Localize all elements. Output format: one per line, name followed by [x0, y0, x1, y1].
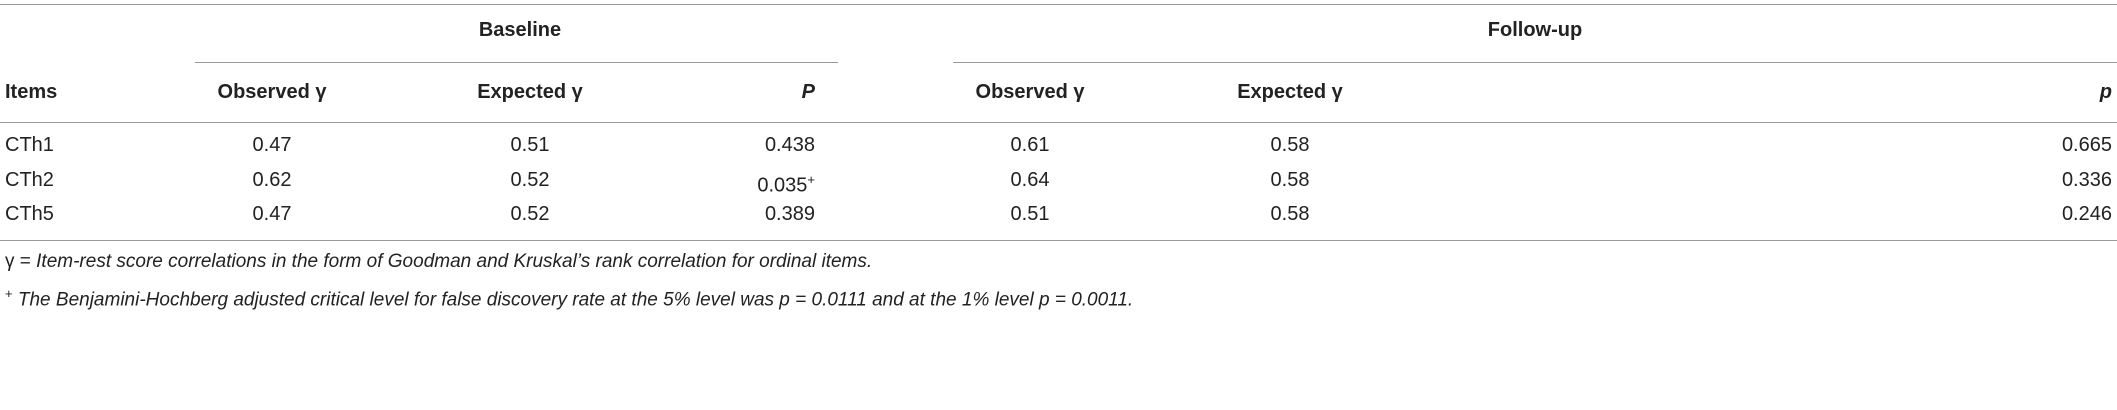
- cell: CTh5: [5, 203, 54, 225]
- footnote-text: Item-rest score correlations in the form…: [36, 251, 873, 272]
- cell: 0.51: [1010, 203, 1050, 225]
- cell: 0.438: [764, 134, 815, 156]
- footnote-symbol: γ =: [5, 251, 31, 272]
- footnote: γ = Item-rest score correlations in the …: [5, 250, 872, 274]
- group-header: Follow-up: [1487, 19, 1583, 41]
- bottom-rule: [0, 240, 2117, 241]
- cell: 0.51: [510, 134, 550, 156]
- group-rule: [953, 62, 2117, 63]
- group-rule: [195, 62, 838, 63]
- cell: 0.336: [2061, 169, 2112, 191]
- column-header: Items: [5, 81, 58, 103]
- column-header: Expected γ: [477, 81, 583, 103]
- cell: 0.58: [1270, 134, 1310, 156]
- footnote-symbol: +: [5, 286, 13, 301]
- cell: 0.58: [1270, 203, 1310, 225]
- cell: 0.47: [252, 134, 292, 156]
- cell: CTh2: [5, 169, 54, 191]
- column-header: p: [2099, 81, 2112, 103]
- header-rule: [0, 122, 2117, 123]
- cell: 0.52: [510, 169, 550, 191]
- column-header: P: [801, 81, 815, 103]
- cell: 0.389: [764, 203, 815, 225]
- cell: 0.035+: [415, 168, 815, 198]
- column-header: Observed γ: [217, 81, 327, 103]
- cell: 0.58: [1270, 169, 1310, 191]
- cell: 0.665: [2061, 134, 2112, 156]
- cell: 0.64: [1010, 169, 1050, 191]
- group-header: Baseline: [478, 19, 562, 41]
- cell-note: +: [807, 172, 815, 187]
- column-header: Observed γ: [975, 81, 1085, 103]
- top-rule: [0, 4, 2117, 5]
- cell: 0.47: [252, 203, 292, 225]
- cell: 0.52: [510, 203, 550, 225]
- cell-value: 0.035: [757, 174, 808, 197]
- footnote: + The Benjamini-Hochberg adjusted critic…: [5, 282, 1133, 312]
- cell: 0.61: [1010, 134, 1050, 156]
- footnote-text: The Benjamini-Hochberg adjusted critical…: [17, 289, 1134, 311]
- cell: 0.62: [252, 169, 292, 191]
- cell: CTh1: [5, 134, 54, 156]
- column-header: Expected γ: [1237, 81, 1343, 103]
- cell: 0.246: [2061, 203, 2112, 225]
